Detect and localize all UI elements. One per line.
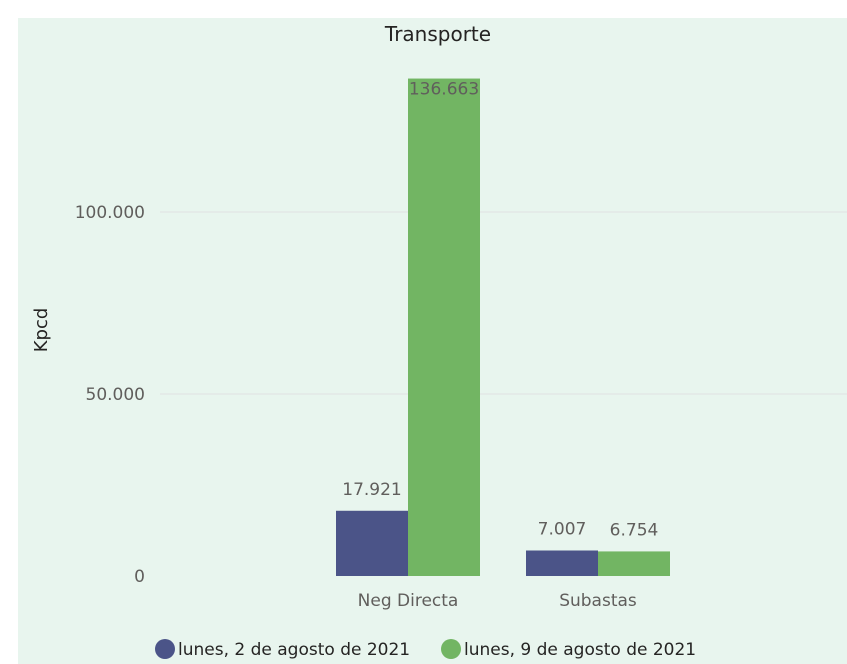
gridlines: [160, 211, 847, 395]
bar-subastas-series-2[interactable]: [598, 551, 670, 576]
x-tick-label: Subastas: [559, 591, 637, 611]
legend-label: lunes, 9 de agosto de 2021: [464, 640, 696, 660]
bar-neg-directa-series-1[interactable]: [336, 510, 408, 576]
legend-label: lunes, 2 de agosto de 2021: [178, 640, 410, 660]
y-axis-title: Kpcd: [31, 308, 52, 353]
x-tick-label: Neg Directa: [358, 591, 459, 611]
y-tick-label: 100.000: [75, 203, 145, 223]
y-tick-label: 50.000: [86, 385, 145, 405]
data-label: 17.921: [342, 480, 401, 500]
legend-marker: [155, 639, 175, 659]
x-axis-ticks: Neg Directa Subastas: [358, 591, 637, 611]
bars: [336, 78, 670, 576]
data-labels: 17.921 7.007 136.663 6.754: [342, 80, 658, 541]
data-label: 136.663: [409, 80, 479, 100]
y-axis-ticks: 0 50.000 100.000: [75, 203, 145, 587]
data-label: 6.754: [610, 520, 659, 540]
bar-neg-directa-series-2[interactable]: [408, 78, 480, 576]
legend-item-1[interactable]: lunes, 2 de agosto de 2021: [155, 639, 410, 660]
legend-marker: [441, 639, 461, 659]
bar-subastas-series-1[interactable]: [526, 550, 598, 576]
chart-title: Transporte: [384, 22, 491, 46]
y-tick-label: 0: [134, 567, 145, 587]
data-label: 7.007: [538, 519, 587, 539]
legend-item-2[interactable]: lunes, 9 de agosto de 2021: [441, 639, 696, 660]
legend[interactable]: lunes, 2 de agosto de 2021 lunes, 9 de ag…: [155, 639, 696, 660]
